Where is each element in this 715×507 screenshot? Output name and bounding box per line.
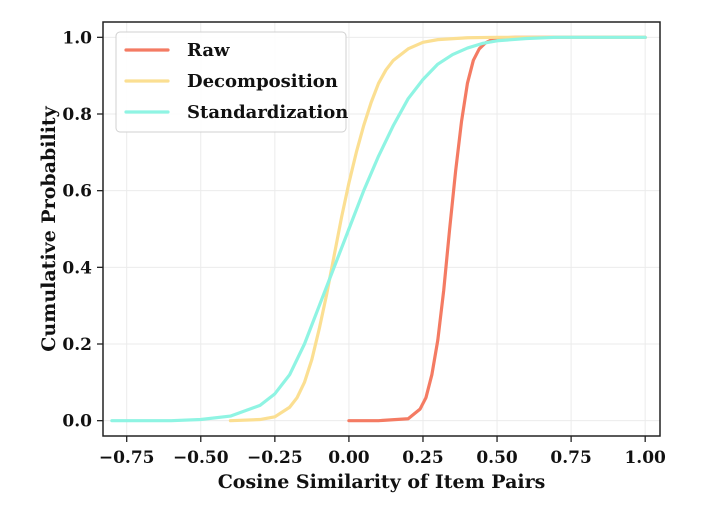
legend-label-raw: Raw xyxy=(187,40,230,61)
x-axis-ticks: −0.75 −0.50 −0.25 0.00 0.25 0.50 0.75 1.00 xyxy=(99,436,666,468)
x-tick-label: 1.00 xyxy=(624,448,666,468)
plot-frame xyxy=(102,21,661,437)
x-tick-label: 0.75 xyxy=(550,448,591,468)
x-axis-label: Cosine Similarity of Item Pairs xyxy=(218,471,546,493)
series-lines xyxy=(110,35,647,423)
x-tick-label: −0.75 xyxy=(99,448,155,468)
y-tick-label: 0.6 xyxy=(62,182,92,202)
y-tick-label: 0.2 xyxy=(62,335,92,355)
y-tick-label: 0.4 xyxy=(62,258,92,278)
legend-label-decomposition: Decomposition xyxy=(187,71,338,92)
series-line-standardization xyxy=(110,35,647,423)
series-line-decomposition xyxy=(228,35,647,423)
y-tick-label: 1.0 xyxy=(62,28,92,48)
x-tick-label: 0.25 xyxy=(402,448,443,468)
x-tick-label: 0.00 xyxy=(328,448,370,468)
y-tick-label: 0.0 xyxy=(62,412,92,432)
legend: Raw Decomposition Standardization xyxy=(115,31,348,133)
x-tick-label: −0.50 xyxy=(173,448,229,468)
x-tick-label: 0.50 xyxy=(476,448,518,468)
y-tick-label: 0.8 xyxy=(62,105,92,125)
y-axis-label: Cumulative Probability xyxy=(38,105,60,351)
legend-label-standardization: Standardization xyxy=(187,102,348,123)
x-tick-label: −0.25 xyxy=(247,448,303,468)
legend-box xyxy=(115,31,347,133)
y-axis-ticks: 0.0 0.2 0.4 0.6 0.8 1.0 xyxy=(62,28,103,432)
